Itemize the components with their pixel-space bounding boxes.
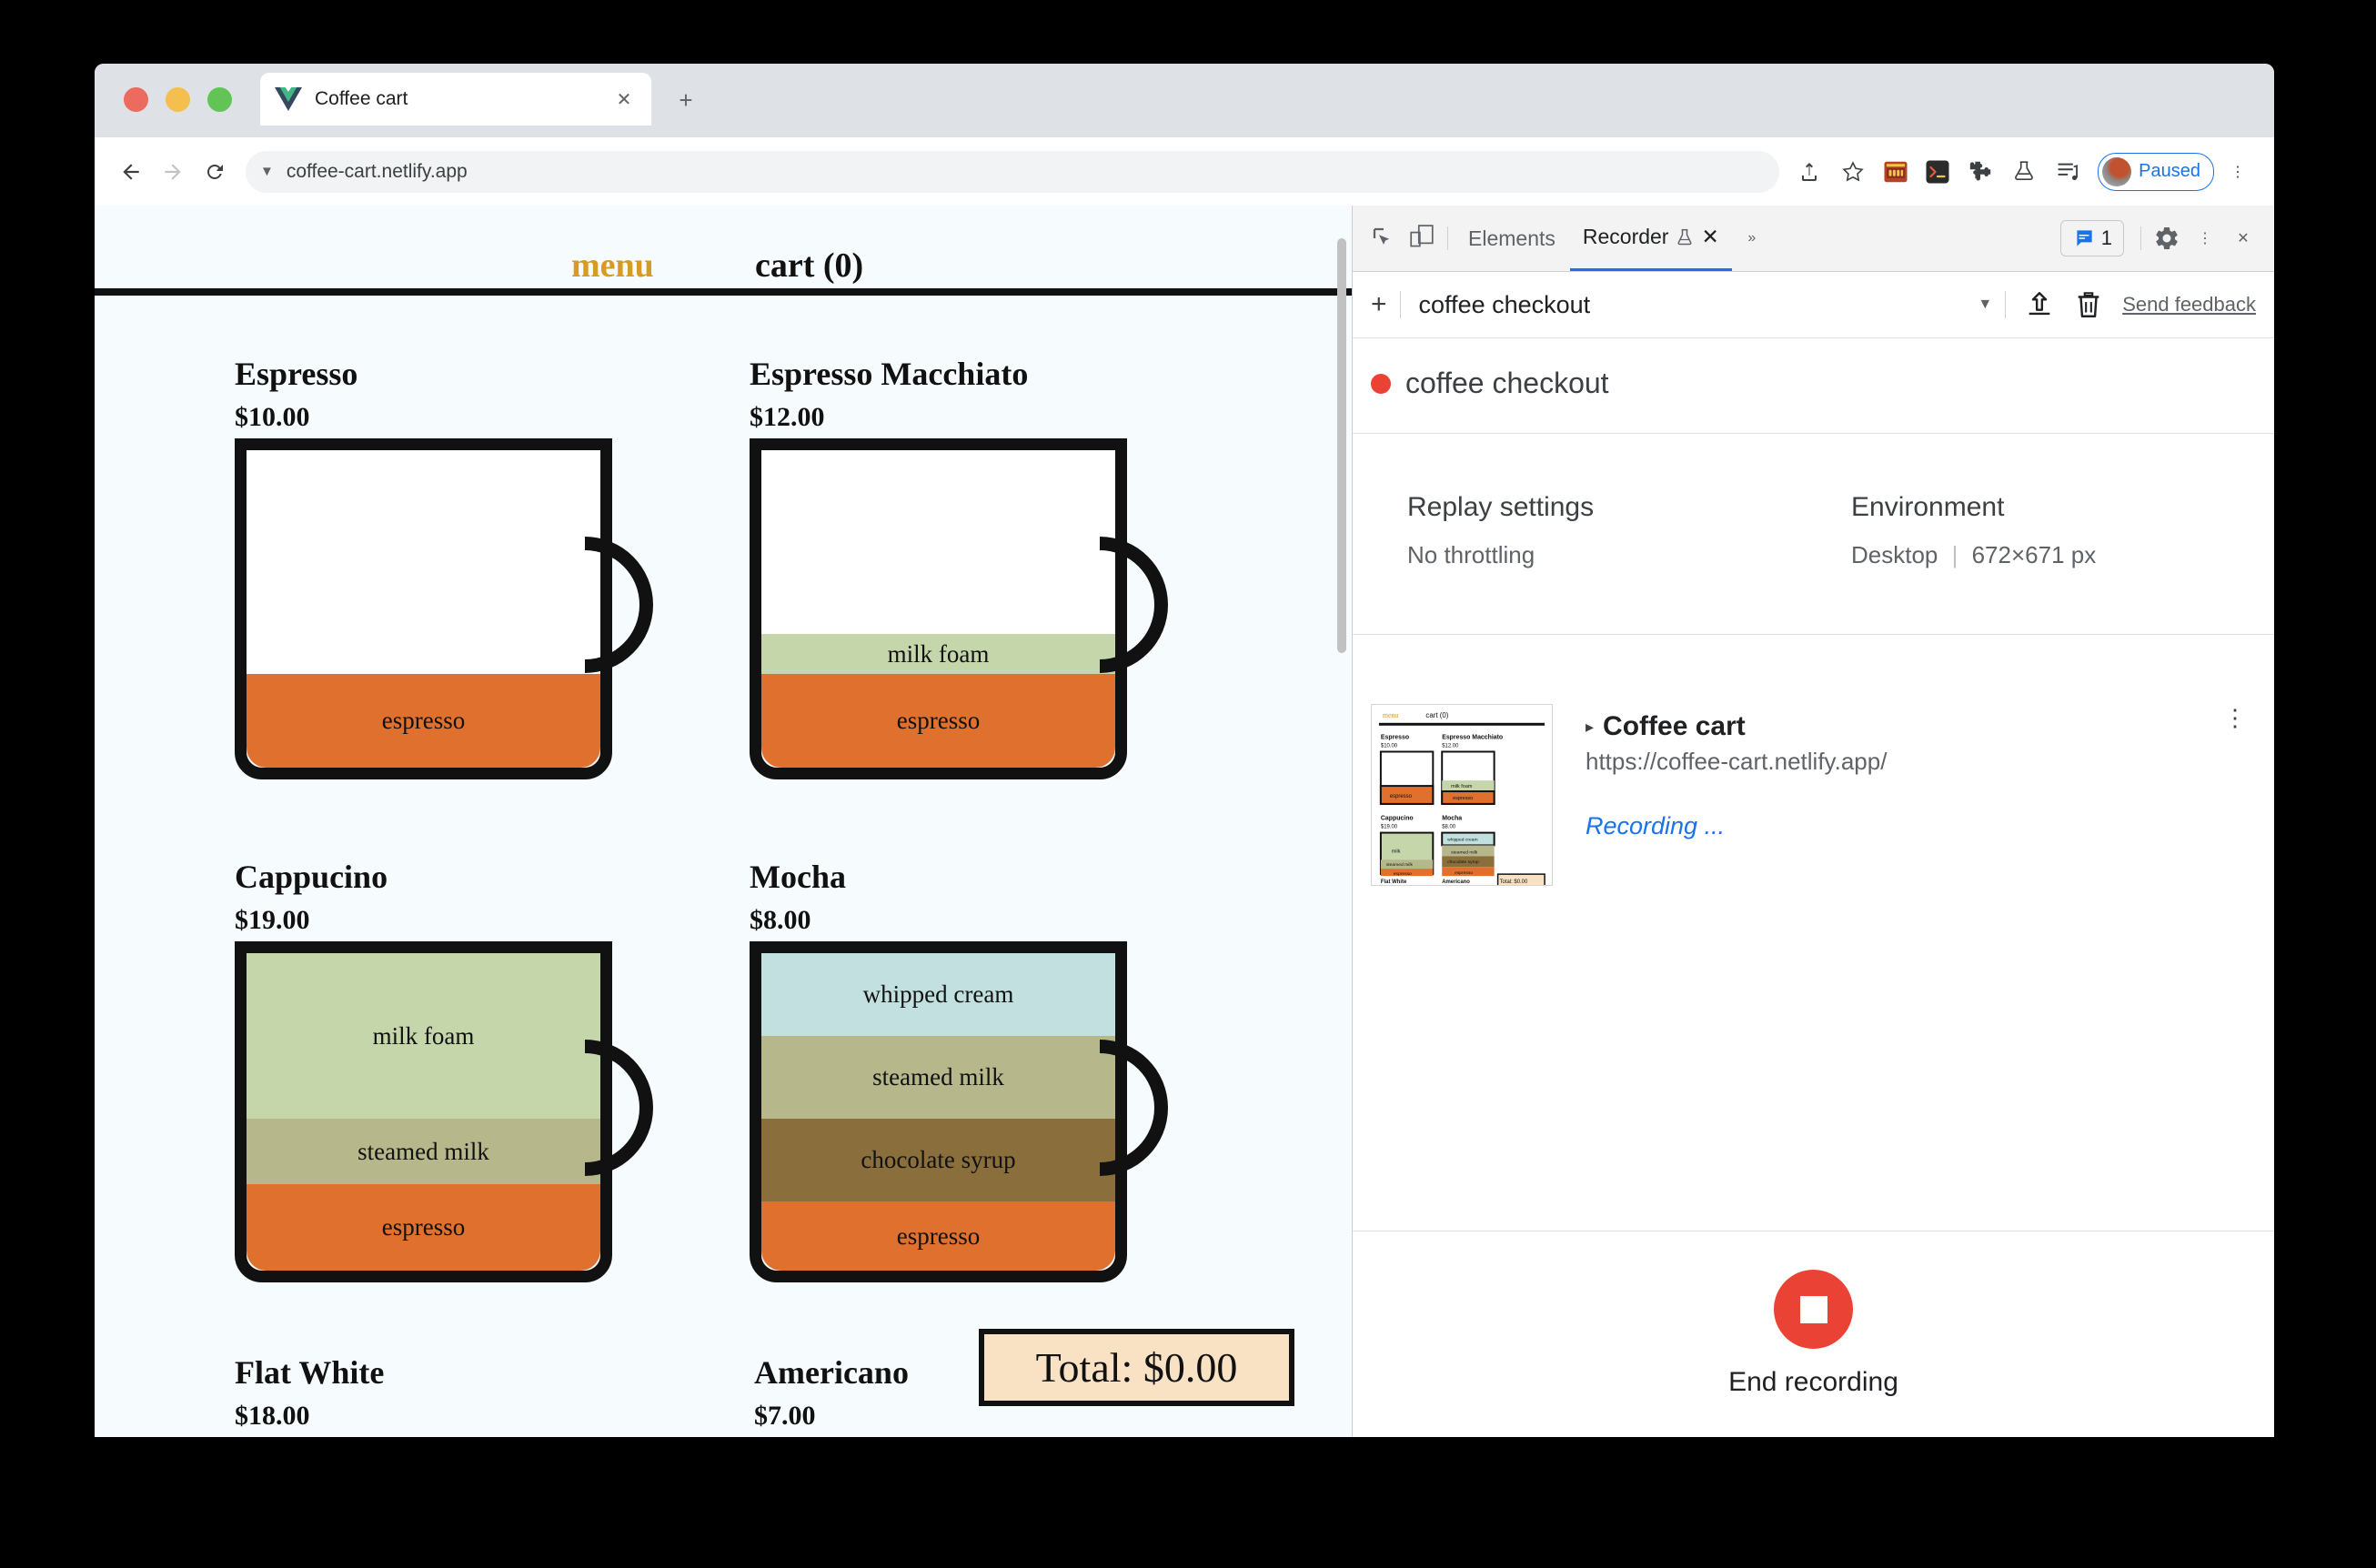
svg-text:steamed milk: steamed milk [1451,849,1478,855]
svg-text:whipped cream: whipped cream [1447,837,1477,842]
svg-text:$10.00: $10.00 [1381,744,1398,749]
svg-text:espresso: espresso [1455,870,1473,876]
svg-text:steamed milk: steamed milk [1386,862,1414,868]
svg-text:$12.00: $12.00 [1442,744,1459,749]
svg-text:Espresso Macchiato: Espresso Macchiato [1442,735,1503,741]
svg-text:Mocha: Mocha [1442,816,1462,822]
svg-text:Cappucino: Cappucino [1381,816,1414,822]
svg-text:Flat White: Flat White [1381,879,1407,885]
svg-text:milk: milk [1392,849,1401,854]
svg-text:espresso: espresso [1394,871,1412,877]
svg-text:Total: $0.00: Total: $0.00 [1500,879,1528,885]
svg-text:cart (0): cart (0) [1425,711,1448,719]
svg-text:espresso: espresso [1390,794,1413,799]
svg-text:milk foam: milk foam [1451,784,1473,789]
svg-text:chocolate syrup: chocolate syrup [1447,859,1479,865]
svg-text:espresso: espresso [1453,796,1473,801]
svg-text:Espresso: Espresso [1381,735,1409,741]
svg-text:$19.00: $19.00 [1381,825,1398,830]
svg-text:menu: menu [1383,711,1399,719]
svg-text:Americano: Americano [1442,879,1470,885]
svg-text:$8.00: $8.00 [1442,825,1456,830]
